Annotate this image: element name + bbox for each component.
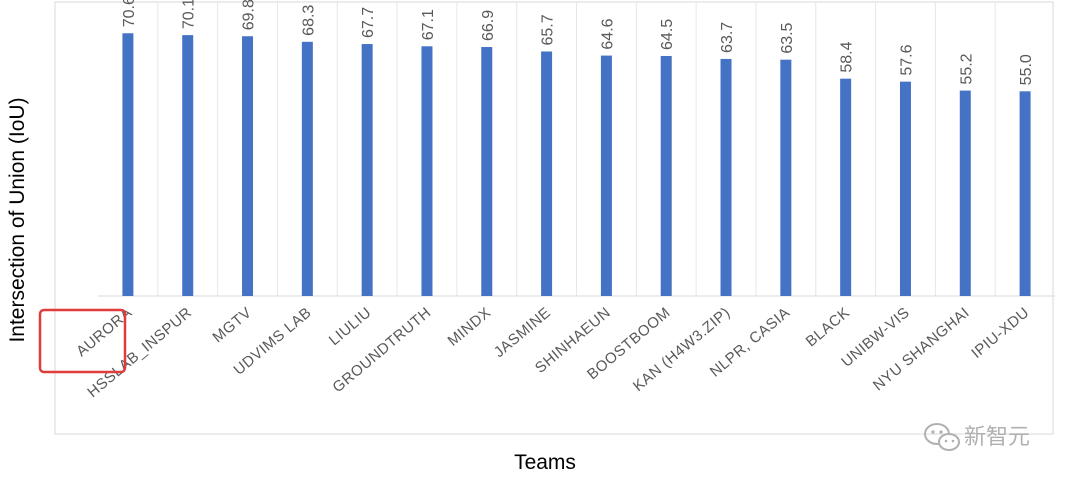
bar (122, 33, 134, 296)
data-label: 65.7 (540, 14, 557, 45)
data-label: 69.8 (241, 0, 258, 30)
bar (959, 90, 971, 297)
bar (840, 78, 852, 296)
data-label: 63.7 (719, 22, 736, 53)
data-label: 67.7 (360, 7, 377, 38)
watermark: 新智元 (924, 423, 1030, 451)
bar (242, 36, 254, 296)
wechat-icon (924, 423, 960, 451)
data-label: 67.1 (420, 9, 437, 40)
data-label: 55.2 (958, 53, 975, 84)
bar (899, 81, 911, 296)
data-label: 63.5 (779, 22, 796, 53)
data-label: 68.3 (300, 5, 317, 36)
bar (361, 44, 373, 297)
data-label: 64.6 (599, 18, 616, 49)
y-axis-title: Intersection of Union (IoU) (6, 97, 29, 342)
bar (600, 55, 612, 296)
x-axis-title: Teams (514, 451, 576, 474)
value-labels: 70.6 70.1 69.8 68.3 67.7 67.1 66.9 65.7 64.6 64.5… (121, 0, 1035, 85)
bar (1019, 91, 1031, 296)
data-label: 57.6 (898, 44, 915, 75)
data-label: 55.0 (1018, 54, 1035, 85)
grid-lines (157, 2, 996, 296)
data-label: 66.9 (480, 10, 497, 41)
chart-area-border (54, 1, 1054, 435)
data-label: 64.5 (659, 19, 676, 50)
data-label: 70.6 (121, 0, 138, 27)
bar (660, 55, 672, 297)
bar (421, 46, 433, 297)
bar (720, 58, 732, 296)
bar (182, 35, 194, 296)
data-label: 58.4 (839, 41, 856, 72)
bar (780, 59, 792, 296)
watermark-text: 新智元 (964, 425, 1030, 450)
data-label: 70.1 (181, 0, 198, 29)
highlight-box (38, 308, 127, 374)
bar (541, 51, 553, 297)
bar (301, 41, 313, 296)
bars (122, 33, 1031, 297)
bar (481, 47, 493, 296)
